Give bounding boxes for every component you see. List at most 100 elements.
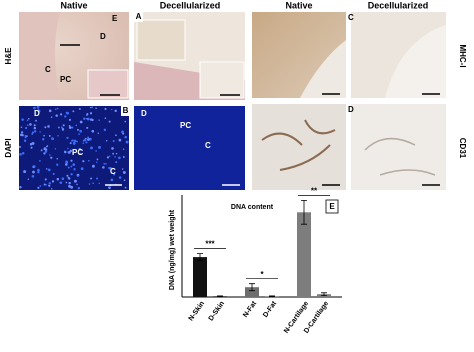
nucleus <box>70 165 73 168</box>
nucleus <box>58 126 60 129</box>
row-label: DAPI <box>4 138 13 157</box>
dapi-native <box>19 106 129 190</box>
nucleus <box>43 183 46 186</box>
letter-box <box>121 106 130 116</box>
nucleus <box>30 146 33 149</box>
nucleus <box>23 170 27 174</box>
nucleus <box>69 149 73 153</box>
labels: Native Decellularized Native Decellulari… <box>4 0 467 176</box>
nucleus <box>123 179 126 182</box>
nucleus <box>68 124 71 127</box>
nucleus <box>121 168 124 170</box>
nucleus <box>19 186 22 189</box>
nucleus <box>26 119 29 122</box>
nucleus <box>86 117 90 121</box>
nucleus <box>118 176 122 179</box>
nucleus <box>98 145 101 149</box>
nucleus <box>61 177 65 180</box>
nucleus <box>82 142 85 144</box>
nucleus <box>49 154 51 156</box>
nucleus <box>79 152 81 155</box>
col-header: Native <box>60 0 87 10</box>
nucleus <box>78 147 82 151</box>
nucleus <box>61 128 65 131</box>
nucleus <box>90 146 93 150</box>
x-tick-label: D-Skin <box>208 300 226 322</box>
nucleus <box>51 180 55 183</box>
nucleus <box>121 130 124 134</box>
nucleus <box>64 150 66 153</box>
nucleus <box>92 182 94 185</box>
nucleus <box>115 134 117 137</box>
nucleus <box>124 120 127 123</box>
nucleus <box>91 106 94 109</box>
nucleus <box>76 140 78 143</box>
nucleus <box>112 152 115 155</box>
nucleus <box>43 147 47 151</box>
nucleus <box>114 156 116 158</box>
col-header: Decellularized <box>160 0 221 10</box>
nucleus <box>103 128 107 132</box>
nucleus <box>80 167 84 171</box>
nucleus <box>32 170 35 174</box>
nucleus <box>77 186 81 190</box>
region-label: E <box>112 14 118 23</box>
nucleus <box>56 157 59 160</box>
nucleus <box>28 117 30 120</box>
nucleus <box>68 181 71 185</box>
nucleus <box>21 118 24 121</box>
vessel <box>364 137 436 176</box>
vessel <box>261 119 336 171</box>
nucleus <box>70 185 74 189</box>
nucleus <box>122 171 126 174</box>
nucleus <box>103 162 106 165</box>
nucleus <box>91 164 95 168</box>
cd31-native <box>252 104 346 190</box>
error-bar <box>301 200 307 225</box>
nucleus <box>33 124 36 127</box>
nucleus <box>122 155 125 158</box>
nucleus <box>89 118 93 121</box>
nucleus <box>87 138 90 141</box>
bar <box>193 257 207 297</box>
nucleus <box>88 183 91 185</box>
nucleus <box>122 148 125 150</box>
error-bar <box>249 283 255 292</box>
letter-box <box>325 199 339 214</box>
nucleus <box>29 142 33 146</box>
nucleus <box>104 107 107 111</box>
nucleus <box>96 158 99 161</box>
background <box>385 25 446 98</box>
nucleus <box>77 175 79 178</box>
nucleus <box>20 126 23 128</box>
row-label: MHC-I <box>458 44 467 67</box>
nucleus <box>105 140 108 142</box>
nucleus <box>73 179 77 183</box>
nucleus <box>73 168 76 171</box>
nucleus <box>87 136 90 139</box>
nucleus <box>69 142 72 145</box>
nucleus <box>98 119 100 121</box>
nucleus <box>65 111 68 114</box>
nucleus <box>79 120 83 124</box>
nucleus <box>38 160 41 162</box>
nucleus <box>83 138 87 142</box>
nucleus <box>31 133 33 135</box>
nucleus <box>87 159 90 162</box>
nucleus <box>56 107 59 110</box>
row-label: CD31 <box>458 138 467 159</box>
nucleus <box>91 129 95 133</box>
panel-letter: B <box>123 106 129 115</box>
nucleus <box>89 137 92 141</box>
nucleus <box>118 156 121 160</box>
significance-label: *** <box>205 240 215 249</box>
nucleus <box>44 150 48 153</box>
nucleus <box>85 137 87 140</box>
x-tick-label: D-Fat <box>262 300 278 319</box>
nucleus <box>98 182 100 185</box>
nucleus <box>37 109 39 111</box>
nucleus <box>51 188 53 190</box>
nucleus <box>18 145 22 149</box>
tissue <box>19 12 60 100</box>
nucleus <box>105 163 107 165</box>
